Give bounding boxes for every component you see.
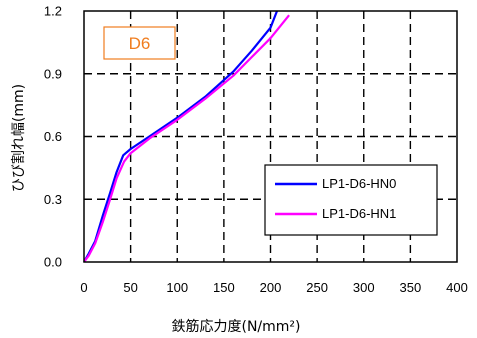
y-tick-label: 0.0 [44,255,62,270]
x-tick-label: 0 [80,280,87,295]
x-axis-title: 鉄筋応力度(N/mm²) [171,318,300,335]
y-tick-label: 0.9 [44,66,62,81]
x-tick-labels: 0 50 100 150 200 250 300 350 400 [80,280,467,295]
y-axis-title: ひび割れ幅(mm) [10,84,27,192]
x-tick-label: 50 [123,280,137,295]
legend-label-hn0: LP1-D6-HN0 [322,176,396,191]
y-tick-labels: 0.0 0.3 0.6 0.9 1.2 [44,4,62,270]
x-tick-label: 400 [446,280,468,295]
legend-label-hn1: LP1-D6-HN1 [322,206,396,221]
x-tick-label: 300 [353,280,375,295]
x-tick-label: 100 [166,280,188,295]
legend-box [264,164,438,236]
series-lines [83,10,290,263]
plot-frame [83,10,458,263]
badge-label: D6 [129,34,151,53]
legend: LP1-D6-HN0 LP1-D6-HN1 [264,164,438,236]
x-tick-label: 250 [306,280,328,295]
y-tick-label: 1.2 [44,4,62,19]
series-line-hn0 [83,10,279,263]
x-tick-label: 150 [213,280,235,295]
x-tick-label: 200 [260,280,282,295]
series-line-hn1 [83,14,290,263]
badge: D6 [103,26,176,60]
badge-box [103,26,176,60]
y-tick-label: 0.6 [44,129,62,144]
x-tick-label: 350 [400,280,422,295]
y-tick-label: 0.3 [44,192,62,207]
